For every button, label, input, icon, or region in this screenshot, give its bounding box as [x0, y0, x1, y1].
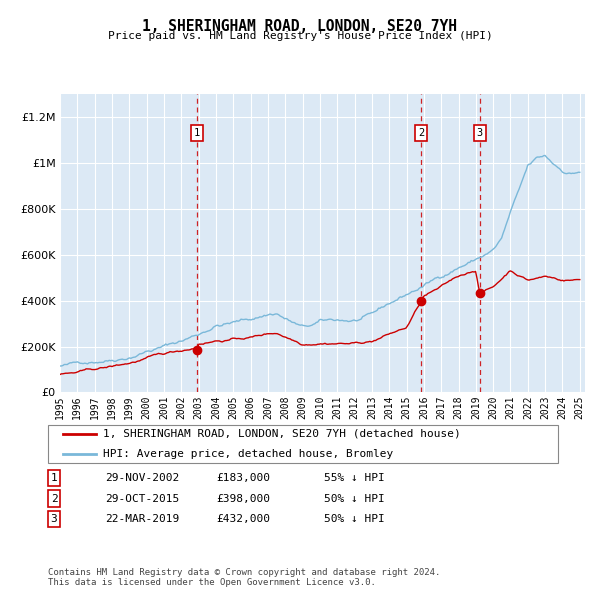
Text: Contains HM Land Registry data © Crown copyright and database right 2024.
This d: Contains HM Land Registry data © Crown c… — [48, 568, 440, 587]
Text: 50% ↓ HPI: 50% ↓ HPI — [324, 494, 385, 503]
Text: £432,000: £432,000 — [216, 514, 270, 524]
Text: 1: 1 — [194, 128, 200, 138]
Text: 29-NOV-2002: 29-NOV-2002 — [105, 473, 179, 483]
Text: £183,000: £183,000 — [216, 473, 270, 483]
Text: 3: 3 — [50, 514, 58, 524]
Text: 1: 1 — [50, 473, 58, 483]
Text: £398,000: £398,000 — [216, 494, 270, 503]
Text: 2: 2 — [418, 128, 424, 138]
Text: 3: 3 — [476, 128, 483, 138]
Text: 55% ↓ HPI: 55% ↓ HPI — [324, 473, 385, 483]
Text: 2: 2 — [50, 494, 58, 503]
Text: 50% ↓ HPI: 50% ↓ HPI — [324, 514, 385, 524]
Text: 1, SHERINGHAM ROAD, LONDON, SE20 7YH (detached house): 1, SHERINGHAM ROAD, LONDON, SE20 7YH (de… — [103, 429, 461, 439]
Text: Price paid vs. HM Land Registry's House Price Index (HPI): Price paid vs. HM Land Registry's House … — [107, 31, 493, 41]
Text: 22-MAR-2019: 22-MAR-2019 — [105, 514, 179, 524]
Text: 29-OCT-2015: 29-OCT-2015 — [105, 494, 179, 503]
Text: 1, SHERINGHAM ROAD, LONDON, SE20 7YH: 1, SHERINGHAM ROAD, LONDON, SE20 7YH — [143, 19, 458, 34]
Text: HPI: Average price, detached house, Bromley: HPI: Average price, detached house, Brom… — [103, 449, 394, 459]
